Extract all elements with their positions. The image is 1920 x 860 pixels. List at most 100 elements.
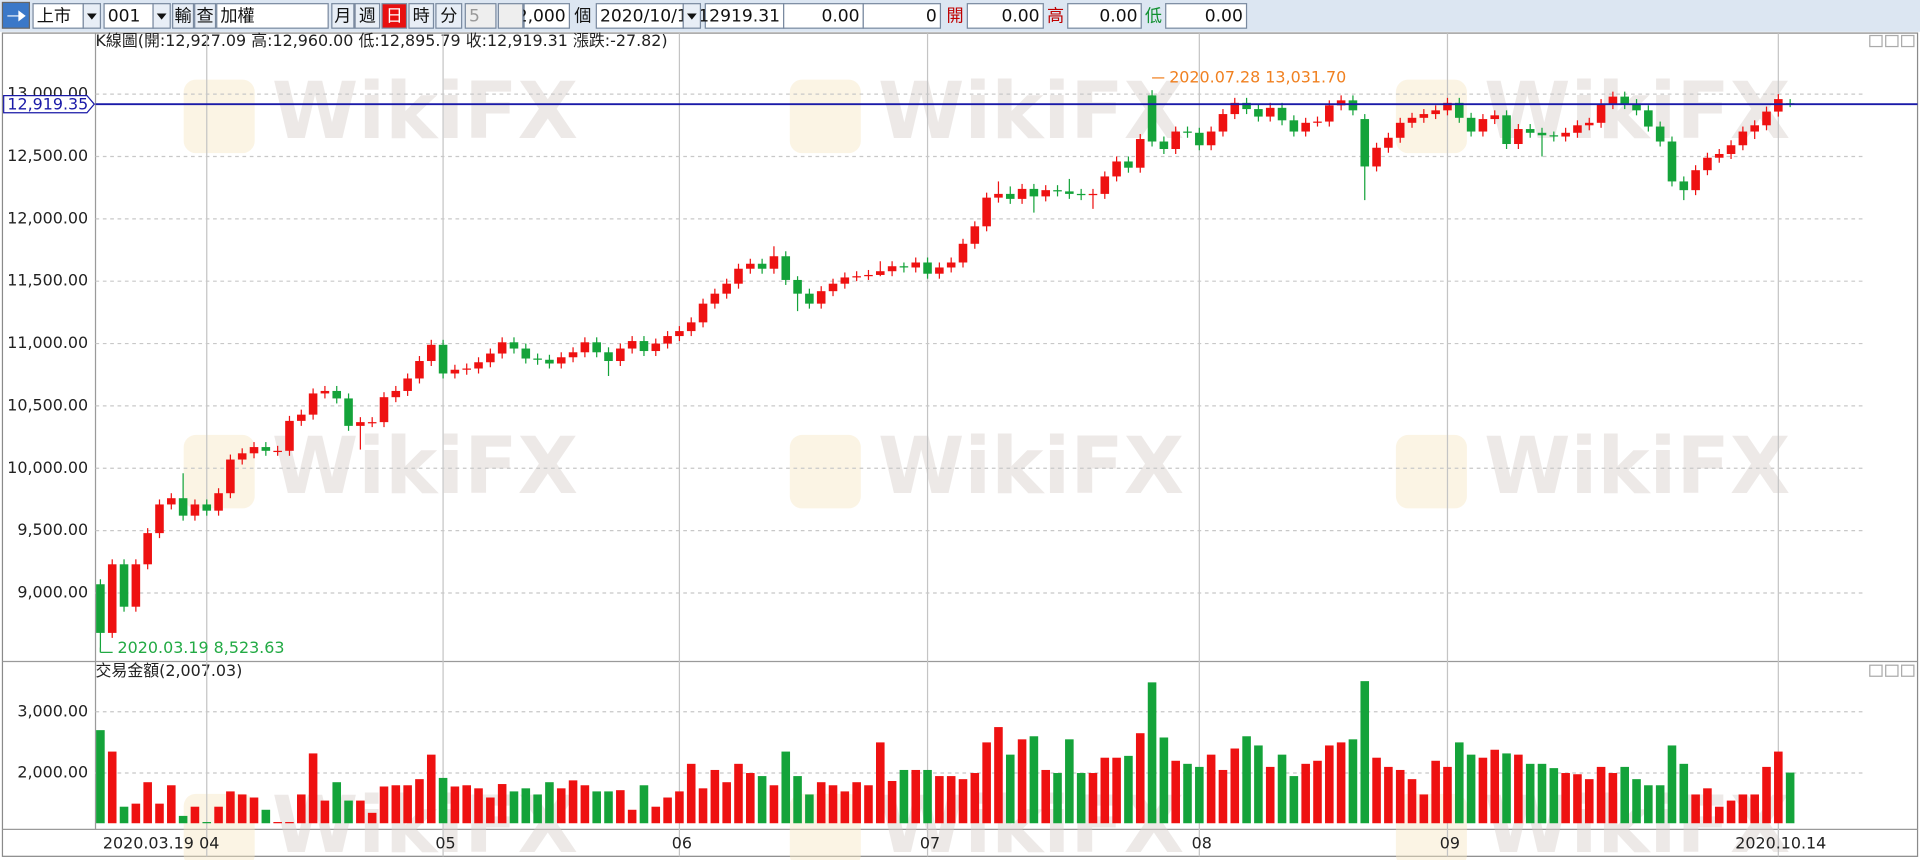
volume-bar bbox=[1726, 800, 1736, 824]
volume-bar bbox=[1443, 766, 1452, 824]
candle-body bbox=[1407, 117, 1417, 123]
toolbar-field[interactable] bbox=[216, 3, 329, 29]
toolbar-text: 開 bbox=[947, 7, 964, 27]
toolbar-field[interactable] bbox=[381, 3, 408, 29]
candle-body bbox=[1372, 147, 1381, 167]
candle-body bbox=[663, 336, 672, 344]
candle-body bbox=[1774, 99, 1783, 112]
volume-bar bbox=[899, 769, 909, 824]
volume-bar bbox=[1596, 766, 1606, 824]
toolbar-field[interactable] bbox=[862, 3, 942, 29]
watermark-logo bbox=[789, 79, 861, 154]
toolbar-text: 時 bbox=[413, 7, 430, 27]
candle-body bbox=[805, 293, 814, 304]
candle-body bbox=[651, 343, 661, 352]
volume-bar bbox=[639, 785, 649, 824]
volume-bar bbox=[1384, 766, 1393, 824]
toolbar-field[interactable] bbox=[1067, 3, 1142, 29]
y-tick-label: 10,000.00 bbox=[7, 458, 88, 477]
candle-body bbox=[167, 498, 176, 505]
volume-bar bbox=[816, 782, 826, 824]
candle-body bbox=[686, 322, 696, 332]
volume-bar bbox=[1218, 769, 1228, 824]
candle-body bbox=[415, 361, 424, 379]
toolbar-field[interactable] bbox=[435, 3, 463, 29]
toolbar-text: 輸 bbox=[175, 7, 192, 27]
candle-body bbox=[1419, 114, 1429, 118]
volume-bar bbox=[580, 785, 590, 824]
volume-bar bbox=[1655, 785, 1665, 824]
volume-bar bbox=[946, 776, 956, 824]
candle-body bbox=[1537, 132, 1547, 136]
toolbar-field[interactable] bbox=[464, 3, 497, 29]
toolbar-text: 分 bbox=[440, 7, 457, 27]
volume-bar bbox=[545, 782, 554, 824]
volume-bar bbox=[1478, 757, 1488, 824]
candle-body bbox=[1171, 131, 1180, 149]
toolbar-field[interactable] bbox=[704, 3, 785, 29]
toolbar-field[interactable] bbox=[194, 3, 217, 29]
candle-body bbox=[521, 348, 531, 359]
candle-body bbox=[1301, 122, 1310, 132]
toolbar-field[interactable] bbox=[32, 3, 84, 29]
candle-body bbox=[1195, 132, 1204, 146]
candle-body bbox=[190, 504, 200, 516]
volume-bar bbox=[533, 794, 542, 824]
toolbar-field[interactable] bbox=[103, 3, 154, 29]
toolbar-text: 週 bbox=[359, 7, 376, 27]
toolbar-field[interactable] bbox=[172, 3, 195, 29]
y-tick-label: 11,500.00 bbox=[7, 271, 88, 290]
toolbar-text: 0.00 bbox=[1001, 7, 1039, 27]
candle-body bbox=[249, 447, 259, 454]
toolbar-field[interactable] bbox=[595, 3, 684, 29]
toolbar-field[interactable] bbox=[408, 3, 435, 29]
volume-bar bbox=[403, 785, 412, 824]
toolbar-text: 12919.31 bbox=[698, 7, 780, 27]
volume-bar bbox=[1738, 794, 1748, 824]
volume-bar bbox=[1691, 794, 1700, 824]
volume-bar bbox=[438, 777, 448, 824]
candle-body bbox=[1218, 114, 1228, 132]
candle-body bbox=[1395, 122, 1405, 138]
volume-bar bbox=[887, 780, 897, 824]
toolbar-field[interactable] bbox=[966, 3, 1044, 29]
volume-bar bbox=[663, 797, 672, 824]
volume-bar bbox=[1549, 768, 1559, 824]
candle-body bbox=[1384, 137, 1393, 148]
candle-body bbox=[1088, 193, 1098, 196]
candle-body bbox=[1584, 122, 1594, 126]
toolbar-field[interactable] bbox=[1165, 3, 1248, 29]
toolbar-field[interactable] bbox=[354, 3, 381, 29]
volume-bar bbox=[1159, 737, 1169, 824]
blank-field bbox=[497, 3, 524, 29]
candle-body bbox=[1490, 115, 1500, 120]
toolbar-text: 上市 bbox=[37, 7, 71, 27]
candle-body bbox=[887, 266, 897, 272]
candle-body bbox=[592, 342, 601, 353]
toolbar-field[interactable] bbox=[331, 3, 355, 29]
candle-body bbox=[1100, 176, 1110, 194]
candle-body bbox=[616, 348, 625, 362]
volume-bar bbox=[332, 782, 342, 824]
volume-bar bbox=[273, 822, 282, 824]
toolbar-field[interactable] bbox=[783, 3, 864, 29]
candle-body bbox=[214, 493, 223, 511]
toolbar-text: 0.00 bbox=[1205, 7, 1243, 27]
candle-body bbox=[155, 504, 164, 534]
toolbar-field[interactable] bbox=[523, 3, 571, 29]
candle-body bbox=[1644, 110, 1653, 127]
volume-bar bbox=[970, 773, 980, 824]
watermark: WikiFX bbox=[272, 421, 578, 512]
candle-body bbox=[710, 293, 720, 304]
candle-body bbox=[958, 243, 968, 263]
candle-body bbox=[96, 584, 105, 633]
volume-bar bbox=[840, 791, 850, 824]
candle-body bbox=[107, 564, 117, 633]
y-tick-label: 3,000.00 bbox=[17, 701, 88, 720]
watermark: WikiFX bbox=[1484, 421, 1790, 512]
candle-body bbox=[1632, 104, 1641, 111]
toolbar-text: 加權 bbox=[220, 7, 254, 27]
volume-bar bbox=[935, 776, 944, 824]
y-tick-label: 12,500.00 bbox=[7, 146, 88, 165]
volume-bar bbox=[1667, 745, 1677, 824]
